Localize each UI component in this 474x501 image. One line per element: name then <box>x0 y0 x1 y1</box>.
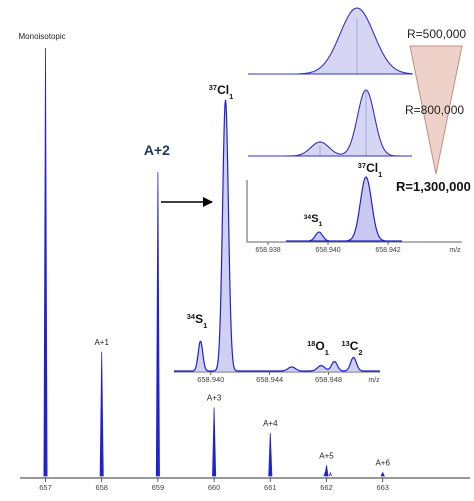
res-tick-label: 658.938 <box>255 247 280 254</box>
inset-peak-label: 13C2 <box>341 339 362 357</box>
inset-unit: m/z <box>368 377 380 384</box>
res-500k-peak <box>299 7 413 75</box>
resolution-panel: R=500,000 R=800,000 R=1,300,000 658.938 6… <box>246 7 471 254</box>
x-tick-label: 661 <box>264 483 277 492</box>
main-spectrum: 657 658 659 660 661 662 663 Monoisotopic A+1 A+2… <box>19 32 470 492</box>
main-peaks <box>43 47 385 477</box>
inset-peak-label: 18O1 <box>307 339 329 357</box>
baseline-noise <box>323 471 332 477</box>
main-peak <box>43 47 48 477</box>
res-1300k-peak-labels: 34S1 37Cl1 <box>304 161 383 228</box>
main-peak <box>212 407 217 477</box>
res-panel-1300k: R=1,300,000 658.938 658.940 658.942 m/z 34S… <box>246 161 471 254</box>
main-peak <box>268 433 273 477</box>
res-800k-label: R=800,000 <box>405 103 464 117</box>
main-peak <box>155 172 160 477</box>
res-panel-800k: R=800,000 <box>248 89 464 157</box>
inset-tick-label: 658.940 <box>197 375 224 384</box>
peak-label: A+6 <box>375 459 390 468</box>
inset-tick-label: 658.944 <box>256 375 283 384</box>
fine-structure-inset: 658.940 658.944 658.948 m/z 34S1 37Cl1 18O1 13… <box>174 83 380 384</box>
peak-label: Monoisotopic <box>19 32 66 41</box>
res-500k-label: R=500,000 <box>407 27 466 41</box>
res-tick-label: 658.940 <box>315 247 340 254</box>
res-unit: m/z <box>449 247 461 254</box>
x-tick-label: 657 <box>39 483 52 492</box>
inset-peak-labels: 34S1 37Cl1 18O1 13C2 <box>187 83 363 357</box>
peak-label: A+5 <box>319 451 334 460</box>
peak-label: A+4 <box>263 419 278 428</box>
res-1300k-x-ticks: 658.938 658.940 658.942 m/z <box>255 242 461 254</box>
inset-x-ticks: 658.940 658.944 658.948 m/z <box>197 372 380 384</box>
x-tick-label: 659 <box>152 483 165 492</box>
peak-label: A+3 <box>207 394 222 403</box>
res-800k-peak <box>282 89 412 157</box>
peak-label: A+2 <box>144 142 170 158</box>
main-peak-labels: Monoisotopic A+1 A+2 A+3 A+4 A+5 A+6 <box>19 32 391 468</box>
x-tick-label: 660 <box>208 483 221 492</box>
res-peak-label: 37Cl1 <box>358 161 382 179</box>
main-peak <box>99 351 104 477</box>
peak-label: A+1 <box>94 338 109 347</box>
inset-trace-fill <box>174 100 380 371</box>
resolution-triangle <box>409 45 463 175</box>
inset-trace-line <box>174 99 380 372</box>
res-panel-500k: R=500,000 <box>248 7 466 75</box>
main-x-ticks: 657 658 659 660 661 662 663 <box>39 478 389 492</box>
res-peak-label: 34S1 <box>304 213 323 228</box>
x-tick-label: 663 <box>376 483 389 492</box>
inset-peak-label: 37Cl1 <box>209 83 233 101</box>
main-peak <box>380 471 385 477</box>
res-1300k-peak <box>286 176 402 242</box>
x-tick-label: 658 <box>95 483 108 492</box>
res-1300k-label: R=1,300,000 <box>396 179 471 194</box>
inset-tick-label: 658.948 <box>315 375 342 384</box>
inset-peak-label: 34S1 <box>187 312 207 330</box>
res-tick-label: 658.942 <box>375 247 400 254</box>
x-tick-label: 662 <box>320 483 333 492</box>
